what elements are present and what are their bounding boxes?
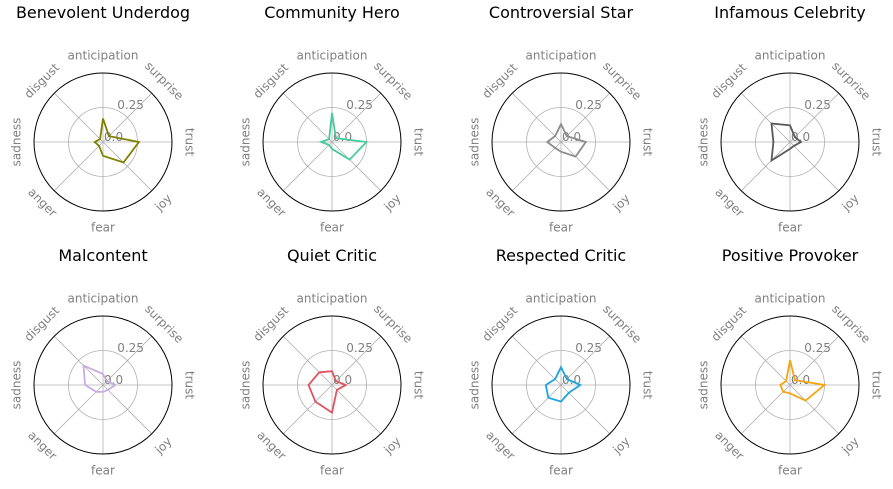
axis-label-joy: joy — [381, 191, 404, 214]
axis-label-anticipation: anticipation — [297, 49, 368, 63]
series-line — [93, 118, 141, 164]
radar-frame — [33, 315, 173, 455]
axis-label-anticipation: anticipation — [297, 292, 368, 306]
chart-title: Malcontent — [58, 246, 147, 265]
radar-frame — [33, 72, 173, 212]
axis-label-anticipation: anticipation — [526, 292, 597, 306]
radial-tick-label: 0.0 — [791, 373, 810, 387]
axis-label-fear: fear — [320, 464, 344, 478]
radar-panel-community-hero: Community Heroanticipationsurprisetrustj… — [239, 3, 426, 235]
axis-label-fear: fear — [91, 221, 115, 235]
series-line — [779, 359, 827, 402]
series-line — [307, 370, 348, 415]
series-line — [545, 122, 588, 158]
chart-title: Infamous Celebrity — [714, 3, 865, 22]
axis-label-trust: trust — [183, 371, 197, 399]
radial-tick-label: 0.25 — [804, 98, 831, 112]
axis-label-joy: joy — [610, 434, 633, 457]
chart-title: Benevolent Underdog — [16, 3, 190, 22]
radial-tick-label: 0.25 — [117, 98, 144, 112]
axis-label-sadness: sadness — [10, 118, 24, 167]
axis-label-sadness: sadness — [468, 361, 482, 410]
radial-tick-label: 0.0 — [333, 130, 352, 144]
axis-label-trust: trust — [870, 371, 884, 399]
axis-label-sadness: sadness — [10, 361, 24, 410]
axis-label-sadness: sadness — [239, 361, 253, 410]
axis-label-trust: trust — [412, 371, 426, 399]
axis-label-trust: trust — [641, 128, 655, 156]
axis-label-joy: joy — [839, 434, 862, 457]
axis-label-joy: joy — [610, 191, 633, 214]
axis-label-sadness: sadness — [239, 118, 253, 167]
axis-label-joy: joy — [152, 434, 175, 457]
radial-tick-label: 0.25 — [346, 341, 373, 355]
ring-gridline — [526, 107, 596, 177]
chart-title: Quiet Critic — [287, 246, 377, 265]
axis-label-anticipation: anticipation — [755, 49, 826, 63]
radar-panel-malcontent: Malcontentanticipationsurprisetrustjoyfe… — [10, 246, 197, 478]
radar-frame — [262, 315, 402, 455]
series-line — [544, 365, 583, 403]
axis-label-trust: trust — [183, 128, 197, 156]
chart-title: Respected Critic — [496, 246, 626, 265]
axis-label-trust: trust — [412, 128, 426, 156]
axis-label-fear: fear — [549, 221, 573, 235]
radar-frame — [262, 72, 402, 212]
radar-frame — [491, 72, 631, 212]
radar-frame — [720, 315, 860, 455]
axis-label-joy: joy — [152, 191, 175, 214]
axis-label-fear: fear — [778, 221, 802, 235]
radial-tick-label: 0.25 — [117, 341, 144, 355]
radar-frame — [491, 315, 631, 455]
axis-label-anticipation: anticipation — [526, 49, 597, 63]
chart-title: Community Hero — [264, 3, 400, 22]
radar-frame — [720, 72, 860, 212]
radial-tick-label: 0.25 — [575, 341, 602, 355]
axis-label-anticipation: anticipation — [68, 292, 139, 306]
ring-gridline — [68, 350, 138, 420]
axis-label-sadness: sadness — [697, 118, 711, 167]
axis-label-fear: fear — [549, 464, 573, 478]
axis-label-fear: fear — [778, 464, 802, 478]
ring-gridline — [755, 107, 825, 177]
radar-panel-controversial-star: Controversial Staranticipationsurprisetr… — [468, 3, 655, 235]
radial-tick-label: 0.0 — [104, 373, 123, 387]
ring-gridline — [297, 350, 367, 420]
series-line — [318, 112, 369, 161]
radar-panel-benevolent-underdog: Benevolent Underdoganticipationsurpriset… — [10, 3, 197, 235]
ring-gridline — [526, 350, 596, 420]
axis-label-anticipation: anticipation — [68, 49, 139, 63]
radial-tick-label: 0.25 — [804, 341, 831, 355]
radar-panel-positive-provoker: Positive Provokeranticipationsurprisetru… — [697, 246, 884, 478]
axis-label-trust: trust — [870, 128, 884, 156]
axis-label-anticipation: anticipation — [755, 292, 826, 306]
radar-panel-respected-critic: Respected Criticanticipationsurprisetrus… — [468, 246, 655, 478]
axis-label-trust: trust — [641, 371, 655, 399]
radar-panel-infamous-celebrity: Infamous Celebrityanticipationsurprisetr… — [697, 3, 884, 235]
radial-tick-label: 0.25 — [575, 98, 602, 112]
chart-title: Controversial Star — [489, 3, 634, 22]
axis-label-sadness: sadness — [468, 118, 482, 167]
radial-tick-label: 0.25 — [346, 98, 373, 112]
radar-panel-quiet-critic: Quiet Criticanticipationsurprisetrustjoy… — [239, 246, 426, 478]
axis-label-fear: fear — [91, 464, 115, 478]
radial-tick-label: 0.0 — [333, 373, 352, 387]
axis-label-joy: joy — [381, 434, 404, 457]
axis-label-fear: fear — [320, 221, 344, 235]
series-line — [770, 122, 803, 163]
radial-tick-label: 0.0 — [791, 130, 810, 144]
axis-label-joy: joy — [839, 191, 862, 214]
series-line — [82, 364, 118, 393]
axis-label-sadness: sadness — [697, 361, 711, 410]
chart-title: Positive Provoker — [722, 246, 859, 265]
